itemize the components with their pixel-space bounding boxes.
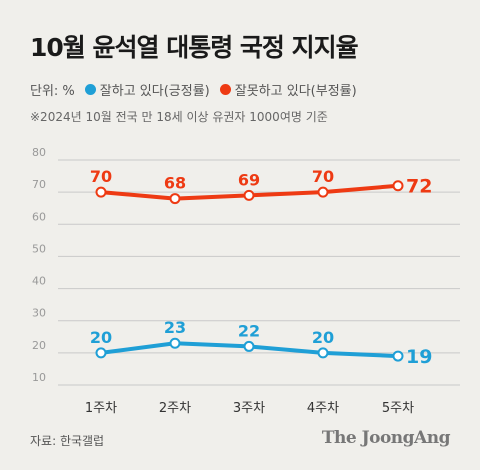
data-point (95, 347, 107, 359)
legend: 단위: % 잘하고 있다(긍정률) 잘못하고 있다(부정률) (30, 80, 357, 99)
y-tick-label: 40 (32, 275, 46, 288)
y-tick-label: 80 (32, 146, 46, 159)
disapprove-legend-label: 잘못하고 있다(부정률) (234, 84, 357, 99)
x-tick-label: 1주차 (85, 401, 117, 416)
data-point (243, 340, 255, 352)
x-tick-label: 5주차 (382, 401, 414, 416)
y-tick-label: 70 (32, 178, 46, 191)
data-label: 19 (406, 346, 432, 368)
chart-title: 10월 윤석열 대통령 국정 지지율 (30, 33, 359, 62)
y-tick-label: 30 (32, 307, 46, 320)
y-tick-label: 20 (32, 339, 46, 352)
survey-note: ※2024년 10월 전국 만 18세 이상 유권자 1000여명 기준 (30, 110, 328, 124)
x-tick-label: 3주차 (233, 401, 265, 416)
data-label: 22 (238, 321, 260, 340)
data-point (392, 180, 404, 192)
data-point (169, 337, 181, 349)
y-tick-label: 10 (32, 371, 46, 384)
data-label: 70 (90, 167, 112, 186)
data-label: 20 (90, 328, 112, 347)
unit-label: 단위: % (30, 84, 75, 99)
y-tick-label: 50 (32, 242, 46, 255)
data-point (243, 189, 255, 201)
data-point (169, 193, 181, 205)
data-point (317, 347, 329, 359)
data-label: 68 (164, 174, 186, 193)
data-label: 69 (238, 170, 260, 189)
data-label: 72 (406, 176, 432, 198)
disapprove-legend-dot (219, 84, 231, 95)
approve-legend-label: 잘하고 있다(긍정률) (99, 84, 210, 99)
brand-logo: The JoongAng (321, 428, 451, 448)
approve-legend-dot (84, 84, 96, 95)
y-tick-label: 60 (32, 210, 46, 223)
data-point (392, 350, 404, 362)
data-label: 23 (164, 318, 186, 337)
data-label: 20 (312, 328, 334, 347)
data-label: 70 (312, 167, 334, 186)
x-tick-label: 4주차 (307, 401, 339, 416)
data-point (317, 186, 329, 198)
x-tick-label: 2주차 (159, 401, 191, 416)
data-point (95, 186, 107, 198)
source-label: 자료: 한국갤럽 (30, 434, 105, 448)
